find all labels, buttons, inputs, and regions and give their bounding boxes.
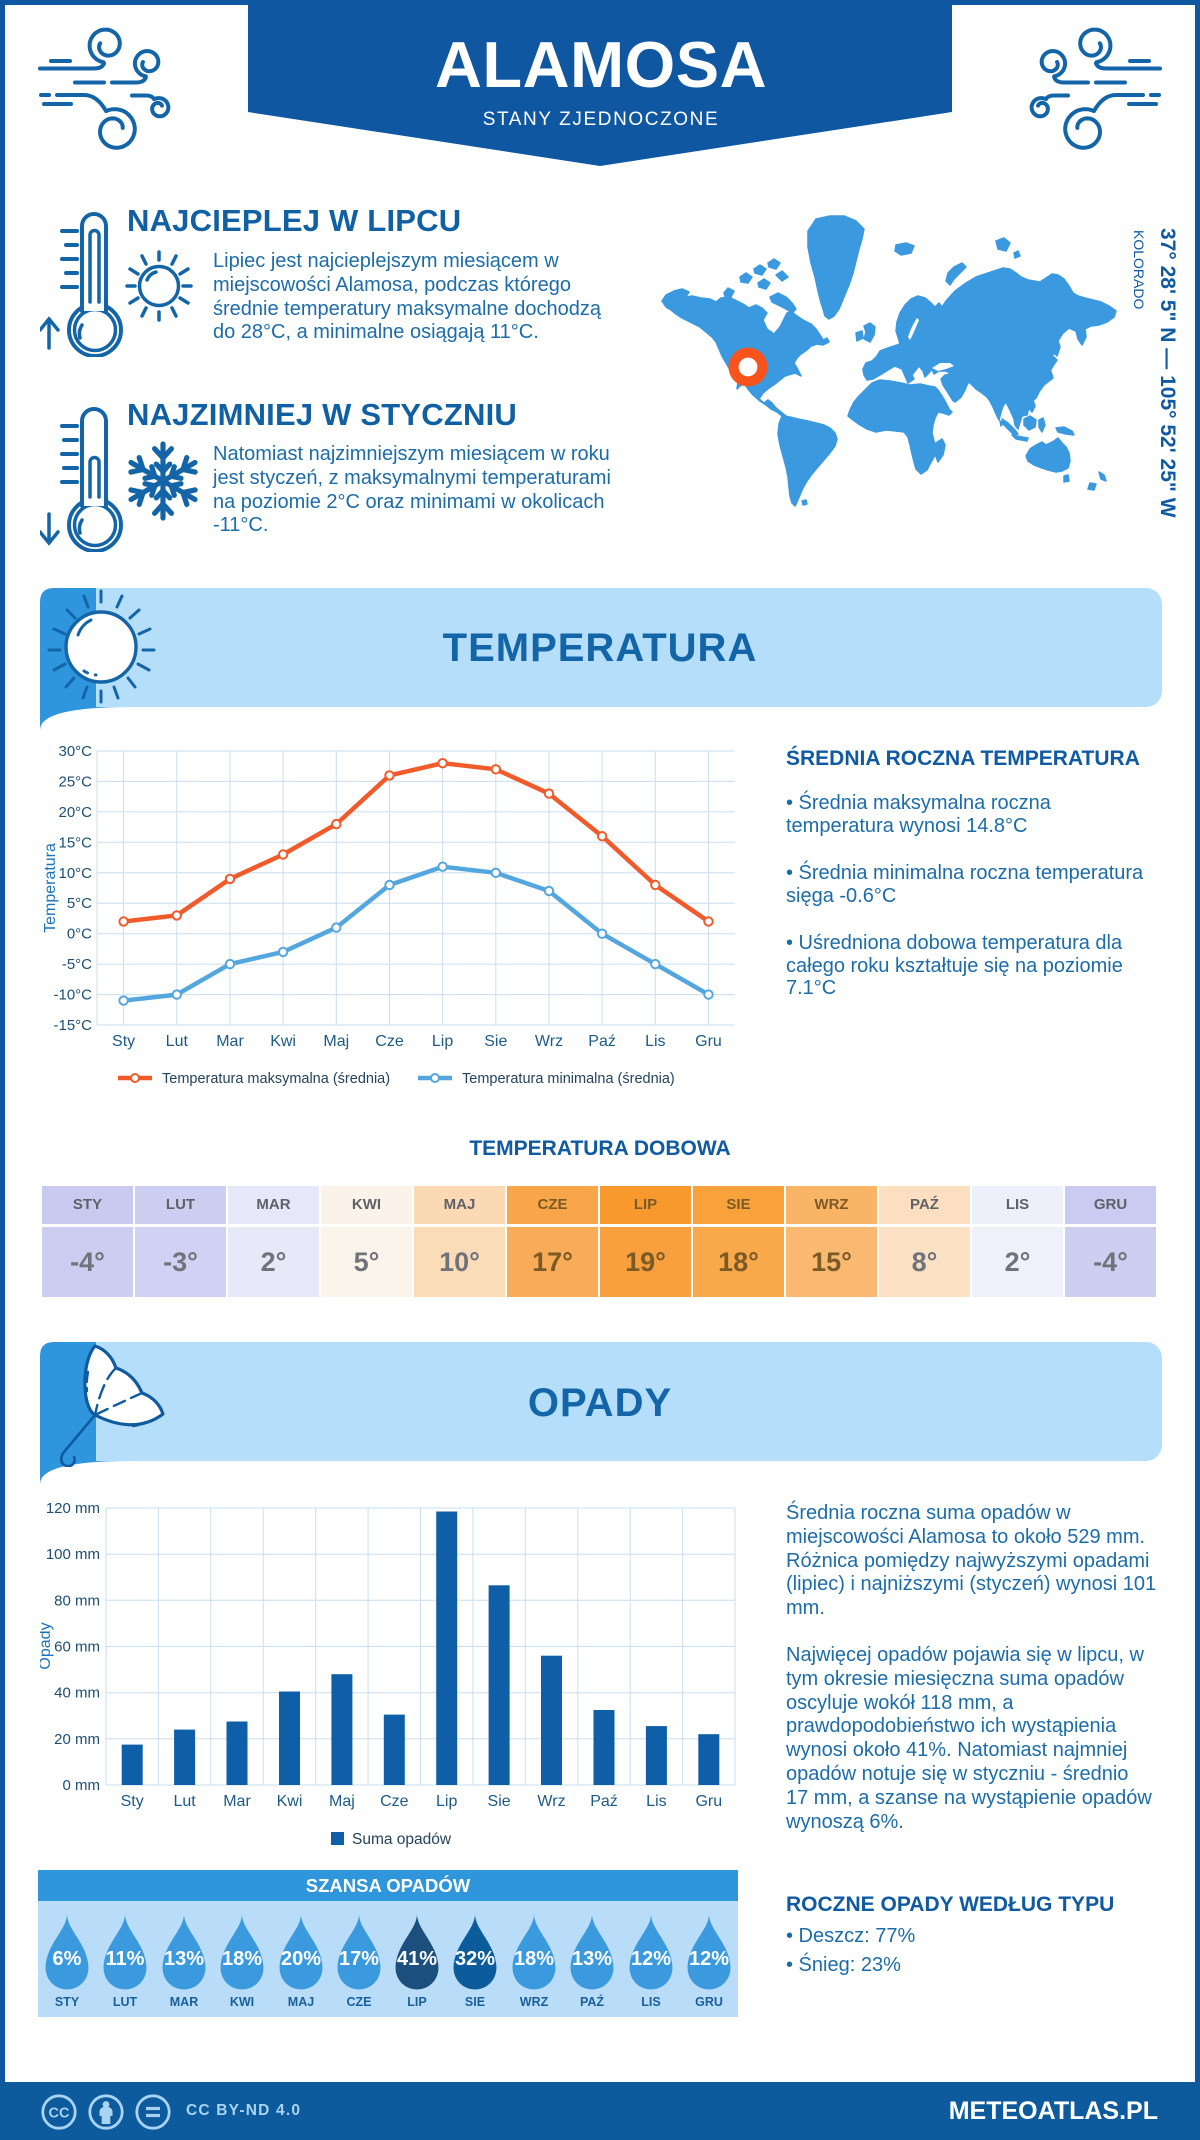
svg-text:Maj: Maj	[329, 1793, 355, 1810]
svg-text:Mar: Mar	[216, 1033, 244, 1050]
svg-text:Paź: Paź	[588, 1033, 616, 1050]
svg-text:-10°C: -10°C	[53, 987, 92, 1004]
svg-text:100 mm: 100 mm	[46, 1546, 100, 1563]
svg-text:15°C: 15°C	[58, 834, 92, 851]
svg-text:Lis: Lis	[646, 1793, 666, 1810]
svg-text:Sty: Sty	[121, 1793, 144, 1810]
svg-text:Lip: Lip	[432, 1033, 453, 1050]
svg-text:Gru: Gru	[695, 1033, 722, 1050]
svg-text:Sie: Sie	[488, 1793, 511, 1810]
svg-text:Wrz: Wrz	[537, 1793, 565, 1810]
svg-text:0°C: 0°C	[67, 926, 92, 943]
svg-text:Sty: Sty	[112, 1033, 135, 1050]
svg-text:CC: CC	[49, 2106, 70, 2122]
svg-text:5°C: 5°C	[67, 895, 92, 912]
svg-text:Kwi: Kwi	[277, 1793, 303, 1810]
svg-text:Lut: Lut	[173, 1793, 196, 1810]
svg-text:Temperatura maksymalna (średni: Temperatura maksymalna (średnia)	[162, 1071, 390, 1087]
svg-text:-15°C: -15°C	[53, 1017, 92, 1034]
svg-text:Cze: Cze	[380, 1793, 409, 1810]
svg-text:Sie: Sie	[484, 1033, 507, 1050]
svg-text:80 mm: 80 mm	[54, 1592, 100, 1609]
svg-text:Temperatura: Temperatura	[42, 843, 59, 933]
svg-text:40 mm: 40 mm	[54, 1685, 100, 1702]
svg-text:Cze: Cze	[375, 1033, 404, 1050]
svg-text:Kwi: Kwi	[270, 1033, 296, 1050]
svg-text:30°C: 30°C	[58, 743, 92, 760]
svg-text:Lip: Lip	[436, 1793, 457, 1810]
svg-text:-5°C: -5°C	[62, 956, 92, 973]
svg-text:Suma opadów: Suma opadów	[352, 1831, 452, 1848]
svg-text:Lis: Lis	[645, 1033, 665, 1050]
svg-text:Opady: Opady	[40, 1622, 54, 1669]
svg-text:Wrz: Wrz	[535, 1033, 563, 1050]
svg-text:0 mm: 0 mm	[63, 1777, 101, 1794]
svg-text:25°C: 25°C	[58, 773, 92, 790]
svg-text:Mar: Mar	[223, 1793, 251, 1810]
svg-text:60 mm: 60 mm	[54, 1639, 100, 1656]
svg-text:Paź: Paź	[590, 1793, 618, 1810]
svg-text:20 mm: 20 mm	[54, 1731, 100, 1748]
svg-text:Lut: Lut	[166, 1033, 189, 1050]
svg-text:10°C: 10°C	[58, 865, 92, 882]
svg-text:Temperatura minimalna (średnia: Temperatura minimalna (średnia)	[462, 1071, 675, 1087]
svg-text:120 mm: 120 mm	[46, 1500, 100, 1517]
svg-text:20°C: 20°C	[58, 804, 92, 821]
svg-text:Maj: Maj	[323, 1033, 349, 1050]
svg-text:Gru: Gru	[695, 1793, 722, 1810]
